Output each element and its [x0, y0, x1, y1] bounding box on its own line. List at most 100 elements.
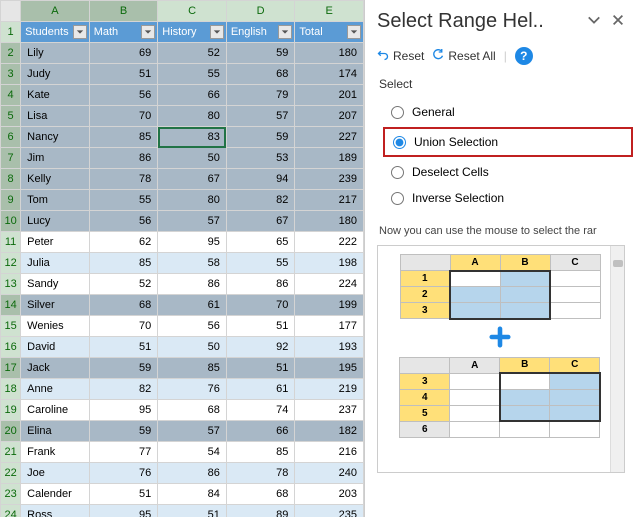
- cell[interactable]: 85: [89, 253, 158, 274]
- cell[interactable]: 174: [295, 64, 364, 85]
- cell[interactable]: 70: [226, 295, 295, 316]
- cell[interactable]: Jack: [21, 358, 90, 379]
- cell[interactable]: 193: [295, 337, 364, 358]
- row-header[interactable]: 9: [1, 190, 21, 211]
- cell[interactable]: 57: [158, 421, 227, 442]
- row-header[interactable]: 17: [1, 358, 21, 379]
- radio-union[interactable]: Union Selection: [383, 127, 633, 157]
- row-header[interactable]: 23: [1, 484, 21, 505]
- cell[interactable]: 224: [295, 274, 364, 295]
- row-header[interactable]: 4: [1, 85, 21, 106]
- cell[interactable]: 70: [89, 316, 158, 337]
- cell[interactable]: 201: [295, 85, 364, 106]
- row-header[interactable]: 15: [1, 316, 21, 337]
- cell[interactable]: 85: [226, 442, 295, 463]
- cell[interactable]: 61: [158, 295, 227, 316]
- row-header[interactable]: 18: [1, 379, 21, 400]
- row-header[interactable]: 12: [1, 253, 21, 274]
- cell[interactable]: 180: [295, 211, 364, 232]
- cell[interactable]: 53: [226, 148, 295, 169]
- radio-general[interactable]: General: [391, 99, 625, 125]
- cell[interactable]: 86: [158, 274, 227, 295]
- cell[interactable]: 51: [226, 358, 295, 379]
- table-header[interactable]: Students: [21, 22, 90, 43]
- cell[interactable]: 59: [89, 358, 158, 379]
- cell[interactable]: 68: [226, 484, 295, 505]
- cell[interactable]: David: [21, 337, 90, 358]
- cell[interactable]: 59: [226, 43, 295, 64]
- cell[interactable]: 61: [226, 379, 295, 400]
- cell[interactable]: 95: [158, 232, 227, 253]
- cell[interactable]: 66: [158, 85, 227, 106]
- row-header[interactable]: 13: [1, 274, 21, 295]
- row-header[interactable]: 24: [1, 505, 21, 517]
- cell[interactable]: Wenies: [21, 316, 90, 337]
- filter-dropdown-icon[interactable]: [278, 25, 292, 39]
- row-header[interactable]: 20: [1, 421, 21, 442]
- cell[interactable]: 76: [158, 379, 227, 400]
- row-header[interactable]: 21: [1, 442, 21, 463]
- radio-deselect[interactable]: Deselect Cells: [391, 159, 625, 185]
- scrollbar[interactable]: [610, 246, 624, 472]
- cell[interactable]: Caroline: [21, 400, 90, 421]
- cell[interactable]: Judy: [21, 64, 90, 85]
- cell[interactable]: Tom: [21, 190, 90, 211]
- cell[interactable]: 69: [89, 43, 158, 64]
- cell[interactable]: 68: [89, 295, 158, 316]
- cell[interactable]: 59: [89, 421, 158, 442]
- cell[interactable]: 57: [226, 106, 295, 127]
- cell[interactable]: Lucy: [21, 211, 90, 232]
- cell[interactable]: 74: [226, 400, 295, 421]
- cell[interactable]: Anne: [21, 379, 90, 400]
- col-header[interactable]: B: [89, 1, 158, 22]
- cell[interactable]: Frank: [21, 442, 90, 463]
- cell[interactable]: 55: [158, 64, 227, 85]
- cell[interactable]: 52: [158, 43, 227, 64]
- cell[interactable]: 86: [226, 274, 295, 295]
- cell[interactable]: 235: [295, 505, 364, 517]
- cell[interactable]: 85: [158, 358, 227, 379]
- row-header[interactable]: 2: [1, 43, 21, 64]
- cell[interactable]: 77: [89, 442, 158, 463]
- row-header[interactable]: 8: [1, 169, 21, 190]
- cell[interactable]: Elina: [21, 421, 90, 442]
- cell[interactable]: 50: [158, 148, 227, 169]
- cell[interactable]: 67: [158, 169, 227, 190]
- cell[interactable]: Julia: [21, 253, 90, 274]
- cell[interactable]: 89: [226, 505, 295, 517]
- cell[interactable]: 59: [226, 127, 295, 148]
- cell[interactable]: 195: [295, 358, 364, 379]
- cell[interactable]: 55: [89, 190, 158, 211]
- table-header[interactable]: English: [226, 22, 295, 43]
- cell[interactable]: 85: [89, 127, 158, 148]
- cell[interactable]: Calender: [21, 484, 90, 505]
- cell[interactable]: 189: [295, 148, 364, 169]
- cell[interactable]: 240: [295, 463, 364, 484]
- cell[interactable]: 50: [158, 337, 227, 358]
- cell[interactable]: 177: [295, 316, 364, 337]
- cell[interactable]: Lisa: [21, 106, 90, 127]
- cell[interactable]: 203: [295, 484, 364, 505]
- row-header[interactable]: 22: [1, 463, 21, 484]
- cell[interactable]: 56: [158, 316, 227, 337]
- cell[interactable]: 80: [158, 106, 227, 127]
- cell[interactable]: 51: [89, 484, 158, 505]
- cell[interactable]: Sandy: [21, 274, 90, 295]
- cell[interactable]: 198: [295, 253, 364, 274]
- cell[interactable]: 82: [226, 190, 295, 211]
- cell[interactable]: 51: [226, 316, 295, 337]
- cell[interactable]: 51: [158, 505, 227, 517]
- cell[interactable]: 57: [158, 211, 227, 232]
- row-header[interactable]: 5: [1, 106, 21, 127]
- table-header[interactable]: Total: [295, 22, 364, 43]
- cell[interactable]: 222: [295, 232, 364, 253]
- table-header[interactable]: History: [158, 22, 227, 43]
- help-icon[interactable]: ?: [515, 47, 533, 65]
- cell[interactable]: 58: [158, 253, 227, 274]
- cell[interactable]: 84: [158, 484, 227, 505]
- table-header[interactable]: Math: [89, 22, 158, 43]
- cell[interactable]: 199: [295, 295, 364, 316]
- cell[interactable]: 79: [226, 85, 295, 106]
- cell[interactable]: 180: [295, 43, 364, 64]
- cell[interactable]: 76: [89, 463, 158, 484]
